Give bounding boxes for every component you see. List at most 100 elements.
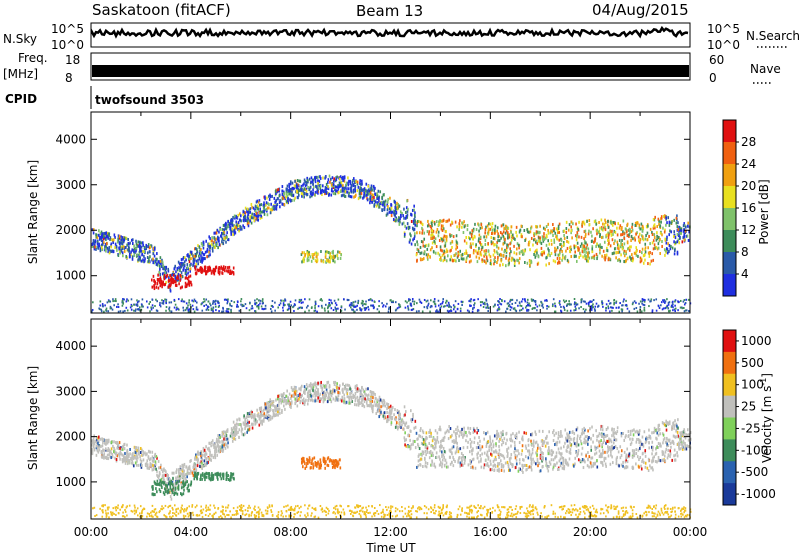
- echo-cell: [208, 442, 210, 445]
- echo-cell: [141, 246, 143, 249]
- echo-cell: [410, 429, 412, 432]
- echo-cell: [536, 251, 538, 254]
- echo-cell: [663, 215, 665, 218]
- echo-cell: [186, 273, 188, 276]
- echo-cell: [421, 240, 423, 243]
- echo-cell: [227, 225, 229, 228]
- echo-cell: [289, 192, 291, 195]
- echo-cell: [422, 223, 424, 226]
- echo-cell: [503, 223, 505, 226]
- echo-cell: [138, 240, 140, 243]
- echo-cell: [187, 309, 189, 311]
- echo-cell: [249, 309, 251, 311]
- echo-cell: [188, 299, 190, 301]
- echo-cell: [139, 306, 141, 308]
- echo-cell: [350, 195, 352, 198]
- colorbar-segment: [723, 252, 736, 275]
- echo-cell: [416, 302, 418, 304]
- echo-cell: [634, 449, 636, 452]
- echo-cell: [649, 242, 651, 245]
- echo-cell: [245, 219, 247, 222]
- echo-cell: [524, 261, 526, 264]
- echo-cell: [604, 219, 606, 222]
- echo-cell: [345, 195, 347, 198]
- echo-cell: [645, 250, 647, 253]
- echo-cell: [166, 306, 168, 308]
- echo-cell: [118, 247, 120, 250]
- echo-cell: [433, 236, 435, 239]
- echo-cell: [213, 306, 215, 308]
- colorbar-tick-label: 20: [741, 179, 756, 193]
- echo-cell: [583, 427, 585, 430]
- echo-cell: [251, 213, 253, 216]
- echo-cell: [261, 406, 263, 409]
- echo-cell: [659, 238, 661, 241]
- echo-cell: [504, 238, 506, 241]
- echo-cell: [397, 307, 399, 309]
- echo-cell: [170, 290, 172, 293]
- echo-cell: [419, 252, 421, 255]
- echo-cell: [556, 248, 558, 251]
- echo-cell: [257, 200, 259, 203]
- echo-cell: [640, 257, 642, 260]
- echo-cell: [247, 208, 249, 211]
- echo-cell: [451, 310, 453, 312]
- echo-cell: [620, 224, 622, 227]
- echo-cell: [667, 305, 669, 307]
- echo-cell: [652, 233, 654, 236]
- echo-cell: [181, 258, 183, 261]
- echo-cell: [469, 304, 471, 306]
- echo-cell: [122, 298, 124, 300]
- echo-cell: [413, 209, 415, 212]
- echo-cell: [206, 255, 208, 258]
- echo-cell: [455, 311, 457, 313]
- echo-cell: [631, 226, 633, 229]
- echo-cell: [654, 236, 656, 239]
- echo-cell: [688, 239, 690, 242]
- echo-cell: [428, 230, 430, 233]
- echo-cell: [416, 240, 418, 243]
- echo-cell: [189, 260, 191, 263]
- echo-cell: [168, 279, 170, 282]
- echo-cell: [612, 238, 614, 241]
- echo-cell: [321, 260, 323, 263]
- echo-cell: [678, 301, 680, 303]
- echo-cell: [653, 233, 655, 236]
- y-tick-label: 2000: [55, 223, 86, 237]
- echo-cell: [413, 228, 415, 231]
- echo-cell: [614, 222, 616, 225]
- echo-cell: [276, 208, 278, 211]
- echo-cell: [270, 195, 272, 198]
- echo-cell: [602, 306, 604, 308]
- echo-cell: [411, 220, 413, 223]
- echo-cell: [644, 307, 646, 309]
- echo-cell: [615, 231, 617, 234]
- echo-cell: [341, 397, 343, 400]
- echo-cell: [209, 267, 211, 270]
- echo-cell: [510, 453, 512, 456]
- echo-cell: [365, 308, 367, 310]
- echo-cell: [232, 228, 234, 231]
- echo-cell: [599, 248, 601, 251]
- echo-cell: [653, 218, 655, 221]
- echo-cell: [167, 474, 169, 477]
- colorbar-tick-label: 16: [741, 201, 756, 215]
- echo-cell: [180, 274, 182, 277]
- echo-cell: [346, 187, 348, 190]
- echo-cell: [499, 239, 501, 242]
- echo-cell: [103, 232, 105, 235]
- echo-cell: [645, 246, 647, 249]
- echo-cell: [282, 307, 284, 309]
- echo-cell: [288, 305, 290, 307]
- echo-cell: [458, 259, 460, 262]
- echo-cell: [293, 310, 295, 312]
- echo-cell: [658, 459, 660, 462]
- echo-cell: [369, 196, 371, 199]
- echo-cell: [670, 452, 672, 455]
- echo-cell: [275, 190, 277, 193]
- echo-cell: [535, 303, 537, 305]
- echo-cell: [635, 448, 637, 451]
- echo-cell: [632, 429, 634, 432]
- echo-cell: [567, 310, 569, 312]
- echo-cell: [165, 474, 167, 477]
